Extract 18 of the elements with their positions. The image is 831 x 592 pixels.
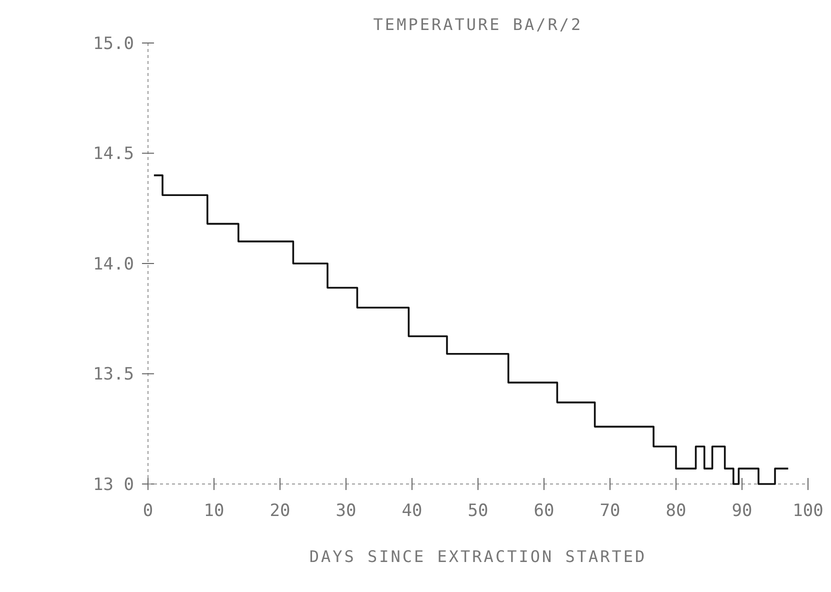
x-tick-label: 40 — [402, 501, 422, 521]
y-tick-label: 13 0 — [93, 474, 134, 495]
x-tick-label: 70 — [600, 501, 620, 521]
chart-title: TEMPERATURE BA/R/2 — [373, 15, 583, 34]
x-axis-title: DAYS SINCE EXTRACTION STARTED — [309, 547, 647, 566]
x-tick-label: 10 — [204, 501, 224, 521]
x-tick-label: 50 — [468, 501, 488, 521]
x-tick-label: 80 — [666, 501, 686, 521]
y-tick-label: 14.5 — [93, 144, 134, 164]
x-tick-label: 0 — [142, 501, 154, 521]
x-tick-label: 30 — [336, 501, 356, 521]
y-tick-label: 15.0 — [93, 34, 134, 54]
x-tick-label: 90 — [732, 501, 752, 521]
x-tick-label: 100 — [792, 501, 824, 521]
x-tick-label: 60 — [534, 501, 554, 521]
x-tick-label: 20 — [270, 501, 290, 521]
y-tick-label: 13.5 — [93, 364, 134, 385]
y-tick-label: 14.0 — [93, 254, 134, 274]
